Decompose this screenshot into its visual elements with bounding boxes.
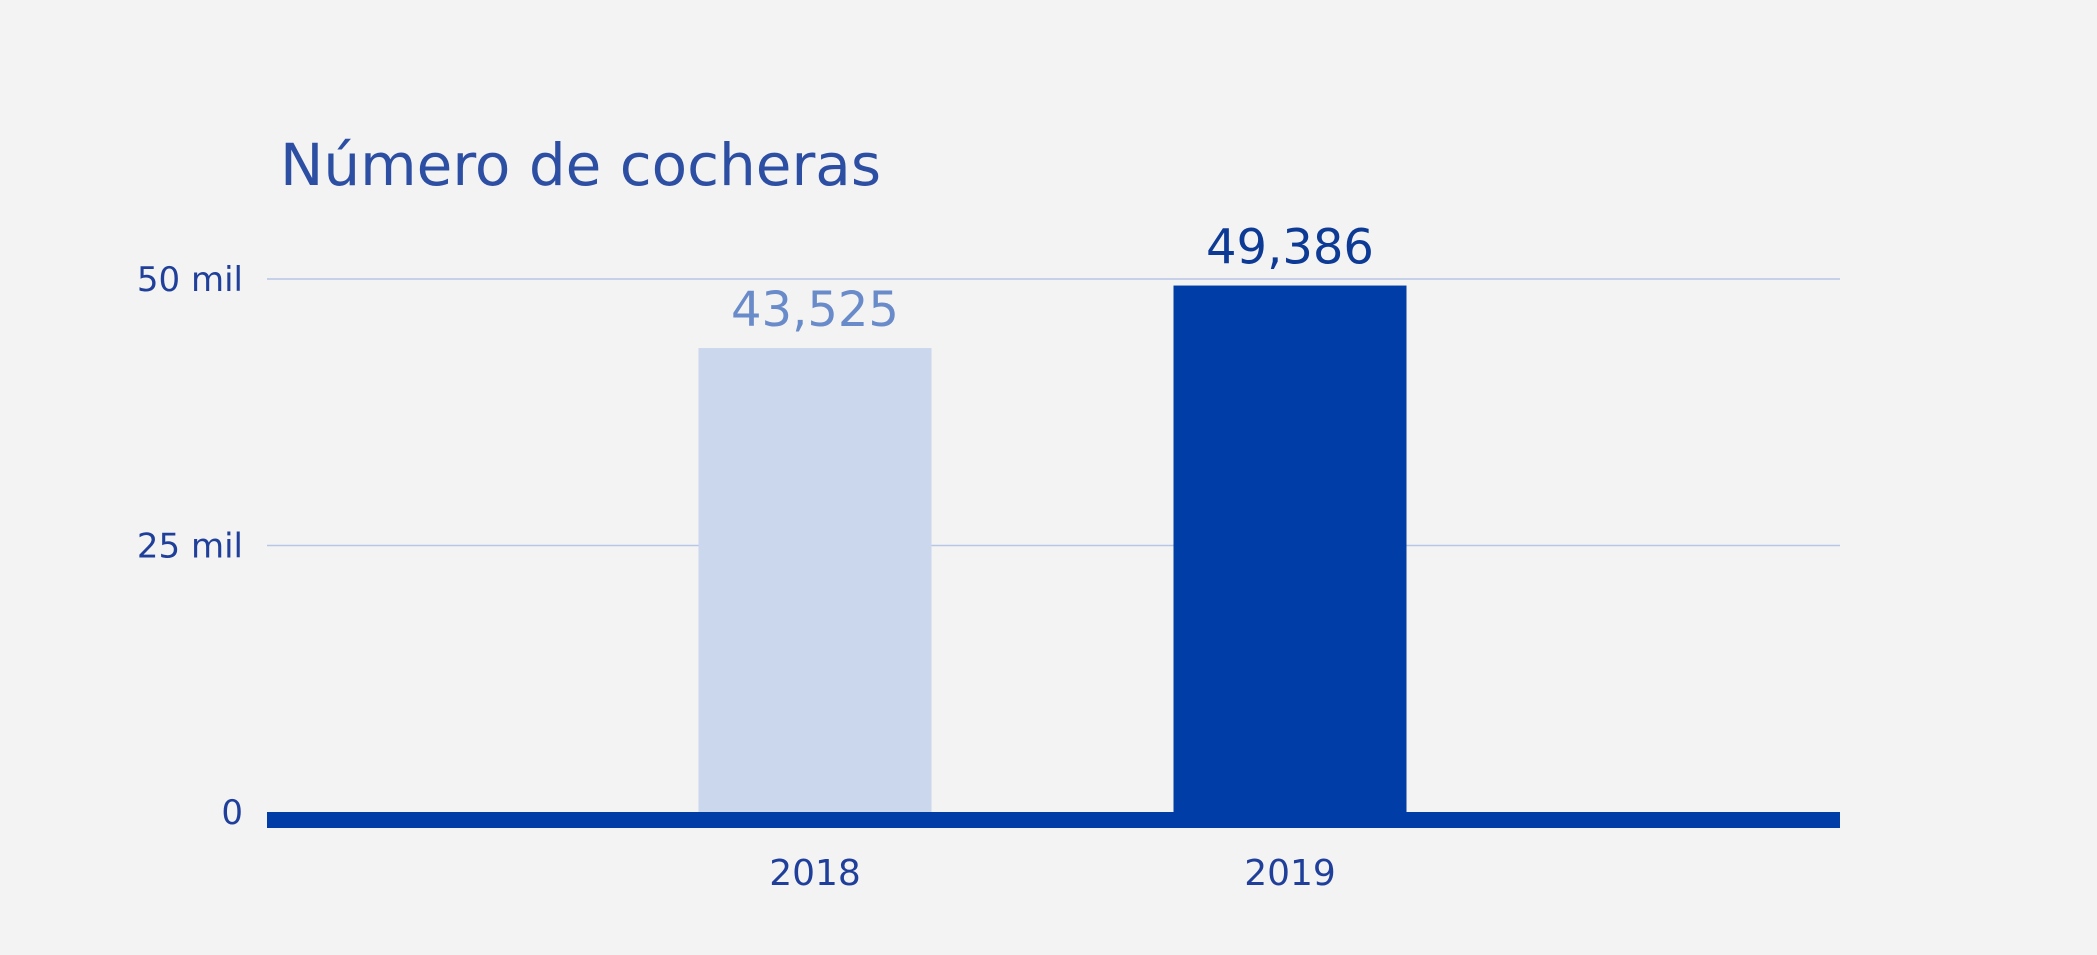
bar-2018 [698, 348, 932, 814]
y-axis-ticks: 0 25 mil 50 mil [137, 260, 243, 833]
y-tick-label: 25 mil [137, 527, 243, 567]
chart-title: Número de cocheras [280, 131, 881, 199]
x-category-label: 2019 [1244, 853, 1336, 894]
data-label-2018: 43,525 [731, 282, 899, 338]
baseline [267, 812, 1840, 828]
data-labels: 43,525 49,386 [731, 220, 1374, 338]
y-tick-label: 0 [221, 793, 243, 833]
x-axis-baseline [267, 812, 1840, 828]
gridlines [267, 278, 1840, 547]
x-axis-categories: 2018 2019 [769, 853, 1336, 894]
y-tick-label: 50 mil [137, 260, 243, 300]
bars [698, 285, 1407, 814]
data-label-2019: 49,386 [1206, 220, 1374, 276]
bar-2019 [1173, 285, 1407, 814]
x-category-label: 2018 [769, 853, 861, 894]
